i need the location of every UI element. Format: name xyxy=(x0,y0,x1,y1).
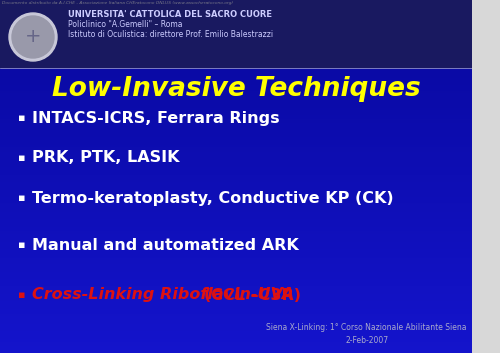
Circle shape xyxy=(9,13,57,61)
Text: Termo-keratoplasty, Conductive KP (CK): Termo-keratoplasty, Conductive KP (CK) xyxy=(32,191,394,205)
Text: (CCL –C3R): (CCL –C3R) xyxy=(204,287,301,303)
Text: ▪: ▪ xyxy=(18,113,26,123)
Text: ▪: ▪ xyxy=(18,290,26,300)
Text: ▪: ▪ xyxy=(18,240,26,250)
Text: Documento distribuito da A.I.CHE - Associazione Italiana CHEratocono ONLUS (www.: Documento distribuito da A.I.CHE - Assoc… xyxy=(2,1,233,5)
Text: Istituto di Oculistica: direttore Prof. Emilio Balestrazzi: Istituto di Oculistica: direttore Prof. … xyxy=(68,30,273,39)
Text: Cross-Linking Riboflavin-UVA: Cross-Linking Riboflavin-UVA xyxy=(32,287,300,303)
Text: ▪: ▪ xyxy=(18,153,26,163)
Text: Manual and automatized ARK: Manual and automatized ARK xyxy=(32,238,299,252)
Text: UNIVERSITA' CATTOLICA DEL SACRO CUORE: UNIVERSITA' CATTOLICA DEL SACRO CUORE xyxy=(68,10,272,19)
Text: PRK, PTK, LASIK: PRK, PTK, LASIK xyxy=(32,150,180,166)
Text: INTACS-ICRS, Ferrara Rings: INTACS-ICRS, Ferrara Rings xyxy=(32,110,280,126)
Text: Siena X-Linking: 1° Corso Nazionale Abilitante Siena
2-Feb-2007: Siena X-Linking: 1° Corso Nazionale Abil… xyxy=(266,323,467,345)
Text: +: + xyxy=(25,28,41,47)
FancyBboxPatch shape xyxy=(472,0,500,353)
Text: ▪: ▪ xyxy=(18,193,26,203)
Text: Low-Invasive Techniques: Low-Invasive Techniques xyxy=(52,76,420,102)
Text: Policlinico "A.Gemelli" – Roma: Policlinico "A.Gemelli" – Roma xyxy=(68,20,182,29)
Circle shape xyxy=(12,16,54,58)
